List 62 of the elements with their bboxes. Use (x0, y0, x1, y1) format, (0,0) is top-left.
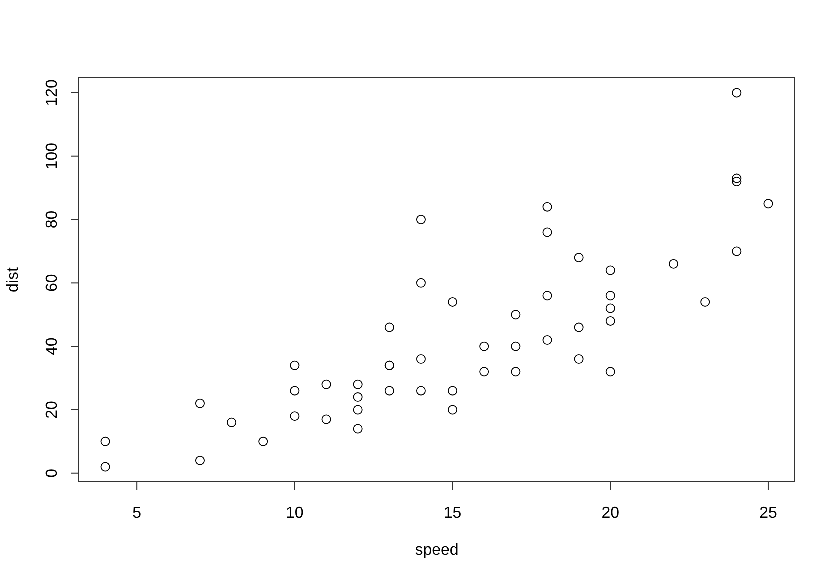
point (606, 266, 616, 276)
x-axis-title: speed (415, 542, 459, 559)
point (353, 392, 363, 402)
point (227, 418, 237, 428)
point (480, 342, 490, 352)
point (195, 456, 205, 466)
point (384, 386, 394, 396)
x-tick-label: 10 (286, 505, 304, 522)
point (322, 380, 332, 390)
point (606, 316, 616, 326)
point (448, 386, 458, 396)
point (416, 386, 426, 396)
point (353, 424, 363, 434)
point (384, 322, 394, 332)
point (732, 88, 742, 98)
point (606, 304, 616, 314)
point (100, 462, 110, 472)
point (290, 412, 300, 422)
point (290, 386, 300, 396)
point (511, 367, 521, 377)
point (574, 253, 584, 263)
y-tick-label: 100 (44, 142, 61, 170)
point (574, 354, 584, 364)
point (542, 291, 552, 301)
x-tick-label: 5 (132, 505, 142, 522)
y-tick-label: 20 (44, 400, 61, 419)
point (322, 414, 332, 424)
y-tick-label: 60 (44, 274, 61, 292)
y-tick-label: 40 (44, 338, 61, 356)
point (542, 202, 552, 212)
point (195, 398, 205, 408)
point (606, 291, 616, 301)
point (574, 322, 584, 332)
point (290, 360, 300, 370)
y-tick-label: 120 (44, 80, 61, 106)
point (511, 310, 521, 320)
point (511, 342, 521, 352)
point (416, 354, 426, 364)
y-tick-label: 0 (44, 468, 61, 478)
point (448, 297, 458, 307)
point (258, 436, 268, 446)
point (416, 278, 426, 288)
point (764, 199, 774, 209)
point (732, 246, 742, 256)
point (416, 215, 426, 225)
y-axis-title: dist (5, 267, 22, 292)
point (732, 176, 742, 186)
point (542, 228, 552, 238)
point (606, 367, 616, 377)
point (700, 297, 710, 307)
point (732, 174, 742, 184)
point (100, 436, 110, 446)
point (542, 335, 552, 345)
x-tick-label: 15 (444, 505, 462, 522)
x-tick-label: 20 (602, 505, 620, 522)
y-tick-label: 80 (44, 210, 61, 229)
point (448, 405, 458, 415)
point (480, 367, 490, 377)
point (669, 259, 679, 269)
x-tick-label: 25 (760, 505, 778, 522)
point (353, 380, 363, 390)
point (353, 405, 363, 415)
